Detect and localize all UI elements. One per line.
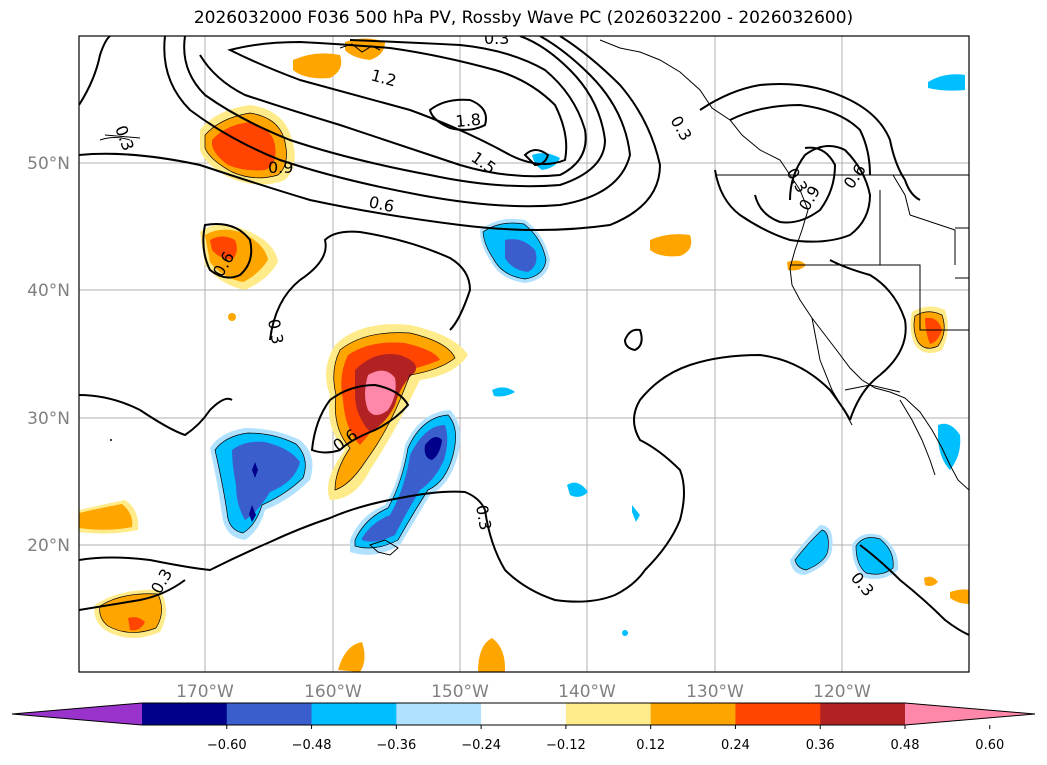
positive-anomalies — [79, 38, 969, 672]
colorbar-tick-label: −0.12 — [546, 738, 586, 753]
colorbar-segment — [481, 703, 567, 725]
colorbar-tick-label: 0.60 — [975, 738, 1004, 753]
anomaly-outlines — [99, 112, 945, 633]
colorbar-extend-low — [12, 703, 142, 725]
colorbar-segment — [650, 703, 736, 725]
contour-label: 0.3 — [264, 317, 287, 345]
colorbar-segment — [565, 703, 652, 725]
colorbar-segment — [735, 703, 821, 725]
colorbar-segment — [142, 703, 228, 725]
map-border — [78, 35, 970, 673]
colorbar-tick-label: 0.24 — [721, 738, 750, 753]
contour-label: 1.8 — [455, 110, 482, 131]
gridlines — [79, 36, 969, 672]
lon-label: 140°W — [558, 682, 616, 702]
lat-label: 30°N — [27, 409, 70, 429]
lat-label: 50°N — [27, 154, 70, 174]
colorbar-tick-label: −0.36 — [376, 738, 416, 753]
map-title: 2026032000 F036 500 hPa PV, Rossby Wave … — [193, 8, 854, 28]
latitude-labels: 50°N 40°N 30°N 20°N — [27, 154, 70, 556]
colorbar-tick-label: 0.36 — [806, 738, 835, 753]
colorbar-tick-label: −0.24 — [461, 738, 501, 753]
colorbar-segment — [226, 703, 313, 725]
contour-label: 0.3 — [484, 29, 509, 48]
lon-label: 150°W — [431, 682, 489, 702]
colorbar-segment — [311, 703, 397, 725]
lon-label: 130°W — [686, 682, 744, 702]
colorbar: −0.60 −0.48 −0.36 −0.24 −0.12 0.12 0.24 0.36 0.4… — [11, 702, 1036, 753]
colorbar-outline — [11, 702, 1036, 726]
longitude-labels: 170°W 160°W 150°W 140°W 130°W 120°W — [176, 682, 871, 702]
lon-label: 170°W — [176, 682, 234, 702]
lon-label: 120°W — [813, 682, 871, 702]
lat-label: 20°N — [27, 536, 70, 556]
contour-label: 0.6 — [367, 192, 396, 216]
colorbar-tick-label: −0.48 — [292, 738, 332, 753]
colorbar-segment — [820, 703, 906, 725]
colorbar-extend-high — [905, 703, 1035, 725]
contour-label: 0.9 — [268, 158, 293, 177]
coastlines — [99, 39, 969, 556]
colorbar-tick-label: 0.12 — [636, 738, 665, 753]
contour-label: 0.3 — [472, 503, 495, 531]
lon-label: 160°W — [304, 682, 362, 702]
colorbar-segment — [396, 703, 482, 725]
colorbar-tick-label: 0.48 — [891, 738, 920, 753]
pv-contours — [79, 36, 969, 636]
colorbar-tick-label: −0.60 — [207, 738, 247, 753]
lat-label: 40°N — [27, 281, 70, 301]
